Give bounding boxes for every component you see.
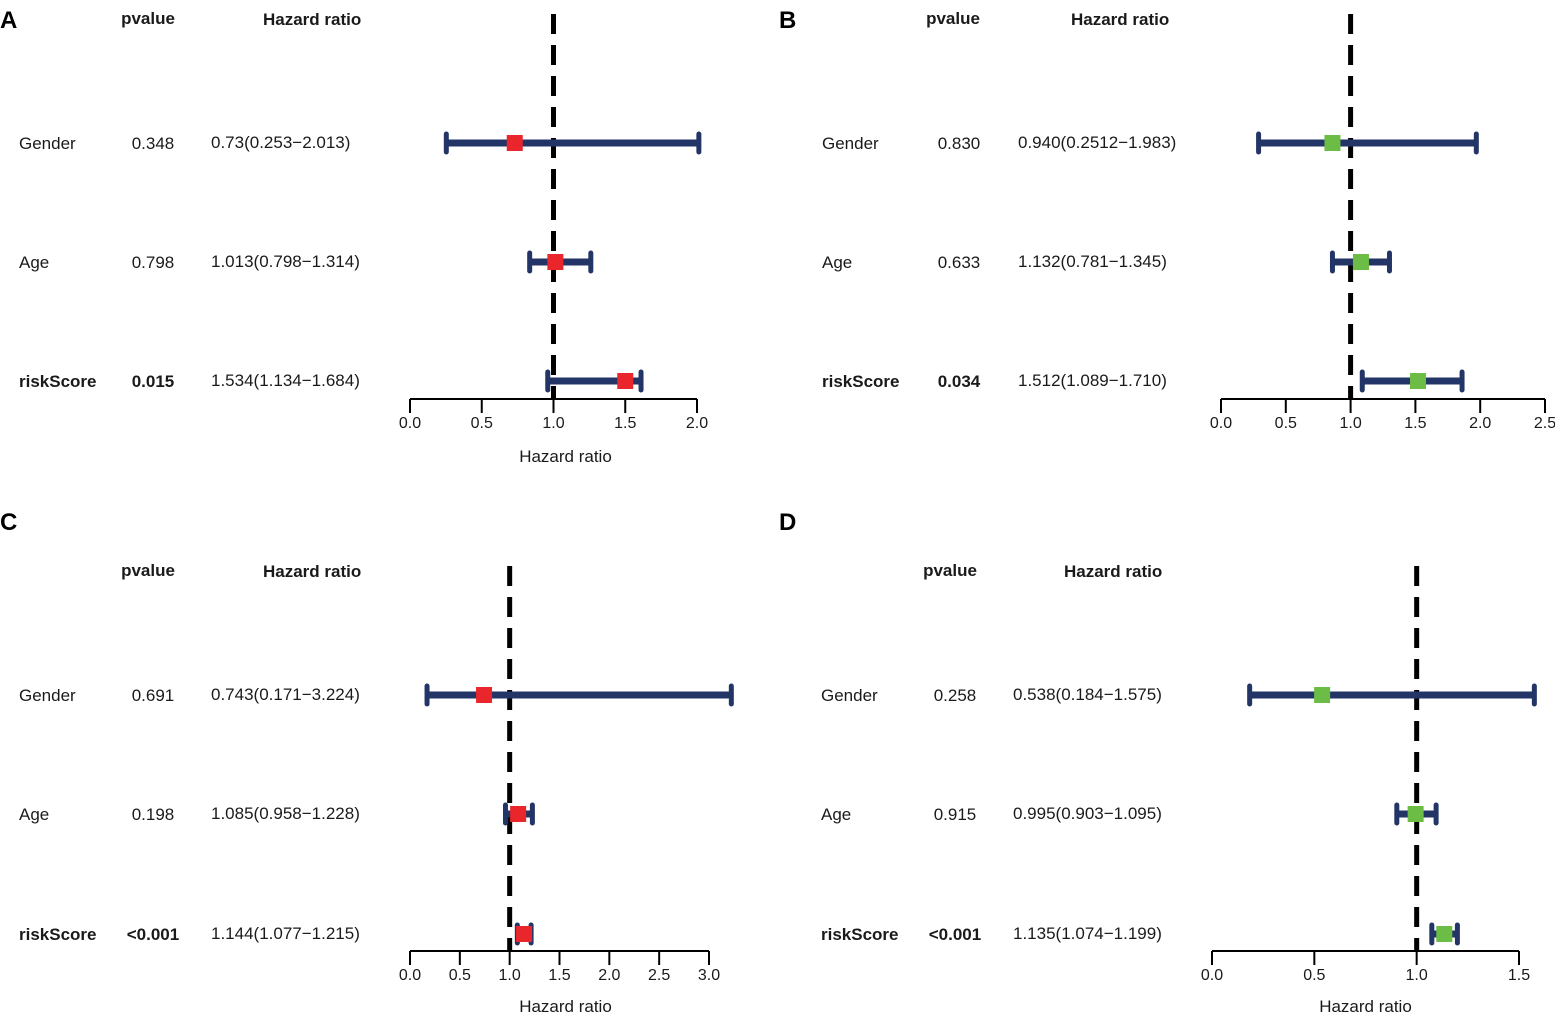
row-label: Gender bbox=[822, 134, 879, 153]
x-tick-label: 0.0 bbox=[1210, 415, 1232, 432]
x-tick-label: 1.5 bbox=[1508, 967, 1530, 984]
row-pvalue: 0.830 bbox=[938, 134, 981, 153]
row-label: riskScore bbox=[19, 925, 97, 944]
x-tick-label: 0.0 bbox=[399, 415, 421, 432]
x-tick-label: 1.0 bbox=[1339, 415, 1361, 432]
row-hr-text: 0.743(0.171−3.224) bbox=[211, 685, 360, 704]
row-label: riskScore bbox=[822, 372, 900, 391]
hr-marker bbox=[1407, 806, 1424, 822]
x-tick-label: 0.5 bbox=[1275, 415, 1297, 432]
hr-marker bbox=[516, 926, 533, 942]
row-label: Gender bbox=[821, 686, 878, 705]
hr-marker bbox=[547, 254, 564, 270]
x-tick-label: 3.0 bbox=[698, 967, 720, 984]
pvalue-header: pvalue bbox=[923, 561, 977, 580]
x-tick-label: 0.5 bbox=[1303, 967, 1325, 984]
panel-label: C bbox=[0, 509, 17, 536]
hr-marker bbox=[506, 135, 523, 151]
row-pvalue: 0.198 bbox=[132, 805, 175, 824]
row-label: Age bbox=[822, 253, 852, 272]
row-pvalue: 0.034 bbox=[938, 372, 981, 391]
hr-marker bbox=[1314, 687, 1331, 703]
x-tick-label: 1.0 bbox=[542, 415, 564, 432]
row-hr-text: 0.73(0.253−2.013) bbox=[211, 133, 350, 152]
x-tick-label: 0.0 bbox=[399, 967, 421, 984]
row-label: riskScore bbox=[821, 925, 899, 944]
row-label: Age bbox=[19, 805, 49, 824]
row-pvalue: <0.001 bbox=[929, 925, 981, 944]
row-hr-text: 1.534(1.134−1.684) bbox=[211, 371, 360, 390]
x-tick-label: 1.5 bbox=[614, 415, 636, 432]
x-tick-label: 0.5 bbox=[471, 415, 493, 432]
hr-marker bbox=[510, 806, 527, 822]
panel-label: D bbox=[779, 509, 796, 536]
row-hr-text: 0.940(0.2512−1.983) bbox=[1018, 133, 1176, 152]
x-tick-label: 2.5 bbox=[1534, 415, 1555, 432]
row-pvalue: 0.633 bbox=[938, 253, 981, 272]
x-tick-label: 2.0 bbox=[686, 415, 708, 432]
hazard-ratio-header: Hazard ratio bbox=[1064, 562, 1162, 581]
x-axis-title: Hazard ratio bbox=[1319, 997, 1412, 1014]
x-tick-label: 1.0 bbox=[1406, 967, 1428, 984]
hr-marker bbox=[476, 687, 493, 703]
hr-marker bbox=[1409, 373, 1426, 389]
row-pvalue: 0.915 bbox=[934, 805, 977, 824]
panel-label: A bbox=[0, 7, 17, 34]
x-axis-title: Hazard ratio bbox=[519, 997, 612, 1014]
hazard-ratio-header: Hazard ratio bbox=[263, 562, 361, 581]
row-hr-text: 1.013(0.798−1.314) bbox=[211, 252, 360, 271]
row-label: Age bbox=[19, 253, 49, 272]
x-tick-label: 2.0 bbox=[1469, 415, 1491, 432]
row-pvalue: 0.691 bbox=[132, 686, 175, 705]
panel-label: B bbox=[779, 7, 796, 34]
hr-marker bbox=[1352, 254, 1369, 270]
x-tick-label: 0.0 bbox=[1201, 967, 1223, 984]
hr-marker bbox=[1436, 926, 1453, 942]
x-tick-label: 1.5 bbox=[1404, 415, 1426, 432]
row-hr-text: 1.144(1.077−1.215) bbox=[211, 924, 360, 943]
pvalue-header: pvalue bbox=[121, 9, 175, 28]
hazard-ratio-header: Hazard ratio bbox=[1071, 10, 1169, 29]
row-label: riskScore bbox=[19, 372, 97, 391]
pvalue-header: pvalue bbox=[926, 9, 980, 28]
row-pvalue: <0.001 bbox=[127, 925, 179, 944]
row-hr-text: 1.512(1.089−1.710) bbox=[1018, 371, 1167, 390]
x-tick-label: 0.5 bbox=[449, 967, 471, 984]
hazard-ratio-header: Hazard ratio bbox=[263, 10, 361, 29]
row-pvalue: 0.798 bbox=[132, 253, 175, 272]
row-hr-text: 1.085(0.958−1.228) bbox=[211, 804, 360, 823]
row-pvalue: 0.015 bbox=[132, 372, 175, 391]
row-hr-text: 1.135(1.074−1.199) bbox=[1013, 924, 1162, 943]
row-label: Gender bbox=[19, 686, 76, 705]
x-tick-label: 1.5 bbox=[548, 967, 570, 984]
hr-marker bbox=[617, 373, 634, 389]
row-label: Gender bbox=[19, 134, 76, 153]
x-tick-label: 2.0 bbox=[598, 967, 620, 984]
x-tick-label: 1.0 bbox=[499, 967, 521, 984]
row-hr-text: 1.132(0.781−1.345) bbox=[1018, 252, 1167, 271]
row-label: Age bbox=[821, 805, 851, 824]
row-pvalue: 0.348 bbox=[132, 134, 175, 153]
row-hr-text: 0.538(0.184−1.575) bbox=[1013, 685, 1162, 704]
x-tick-label: 2.5 bbox=[648, 967, 670, 984]
x-axis-title: Hazard ratio bbox=[519, 447, 612, 466]
row-pvalue: 0.258 bbox=[934, 686, 977, 705]
pvalue-header: pvalue bbox=[121, 561, 175, 580]
hr-marker bbox=[1324, 135, 1341, 151]
row-hr-text: 0.995(0.903−1.095) bbox=[1013, 804, 1162, 823]
